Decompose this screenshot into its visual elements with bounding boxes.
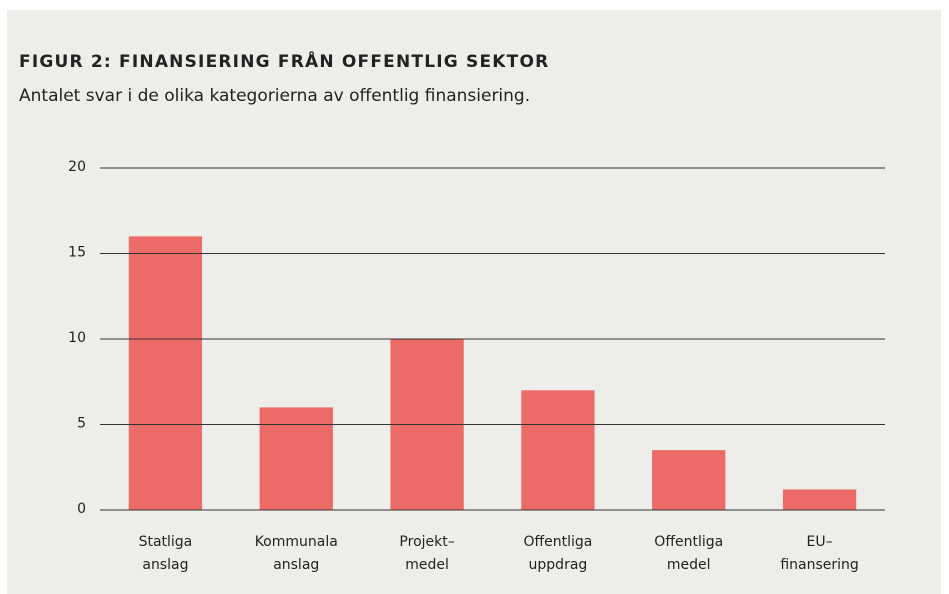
bar: [652, 450, 726, 510]
x-tick-label: EU–: [807, 534, 833, 550]
x-tick-label: medel: [405, 557, 449, 573]
x-tick-label: anslag: [273, 557, 319, 573]
x-tick-label: anslag: [142, 557, 188, 573]
x-tick-label: Projekt–: [399, 534, 454, 550]
y-tick-label: 10: [68, 330, 86, 346]
x-tick-label: Statliga: [139, 534, 193, 550]
chart-title: FIGUR 2: FINANSIERING FRÅN OFFENTLIG SEK…: [19, 49, 549, 72]
x-tick-label: Offentliga: [523, 534, 592, 550]
chart-subtitle: Antalet svar i de olika kategorierna av …: [19, 86, 530, 106]
x-tick-label: finansering: [780, 557, 858, 573]
bar: [782, 489, 857, 510]
x-tick-label: Offentliga: [654, 534, 723, 550]
x-tick-label: medel: [667, 557, 711, 573]
x-tick-label: uppdrag: [529, 557, 588, 573]
y-tick-label: 15: [68, 245, 86, 261]
y-tick-label: 20: [68, 159, 86, 175]
bar: [259, 407, 333, 510]
y-tick-label: 5: [77, 416, 86, 432]
bar: [128, 236, 203, 510]
y-tick-label: 0: [77, 501, 86, 517]
bar: [521, 390, 595, 510]
x-tick-label: Kommunala: [255, 534, 338, 550]
